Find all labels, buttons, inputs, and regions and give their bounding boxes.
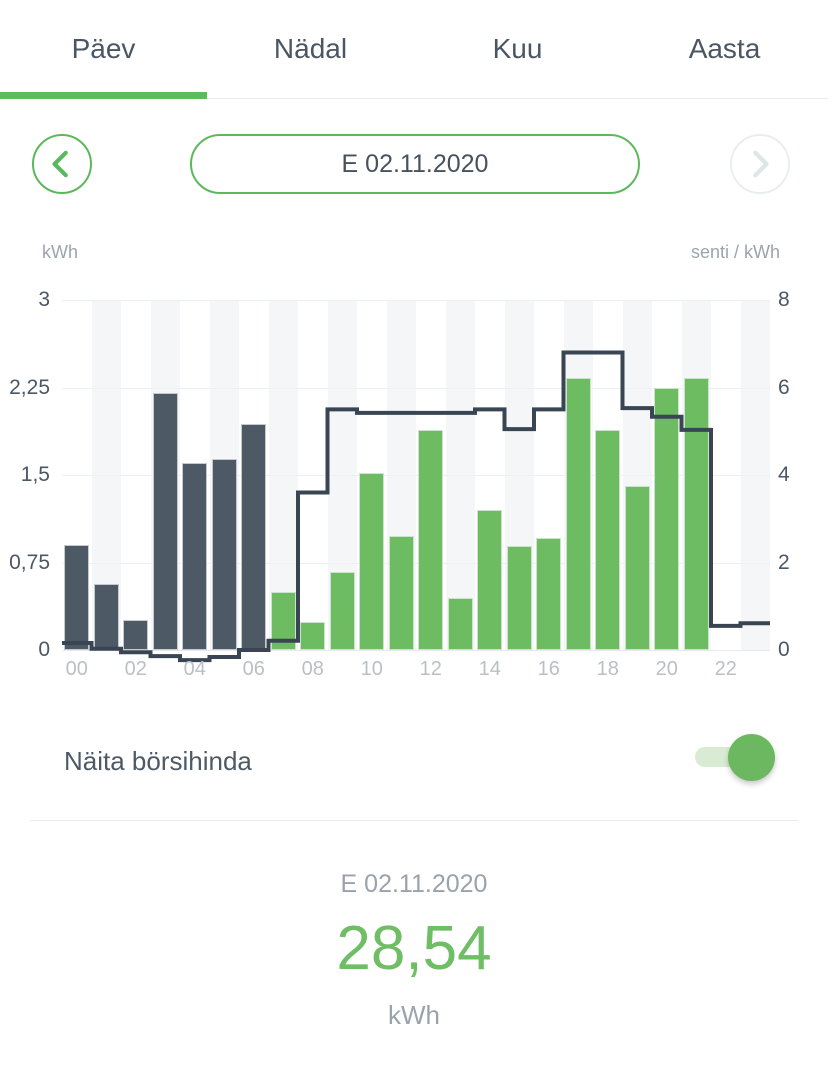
- x-axis-tick-label: 16: [537, 658, 560, 680]
- tab-kuu[interactable]: Kuu: [414, 0, 621, 98]
- period-tabs: Päev Nädal Kuu Aasta: [0, 0, 828, 99]
- consumption-bar-16[interactable]: [536, 538, 562, 650]
- tab-paev[interactable]: Päev: [0, 0, 207, 99]
- consumption-bar-14[interactable]: [477, 510, 503, 650]
- x-axis-tick-label: 06: [242, 658, 265, 680]
- right-axis-tick-label: 0: [778, 638, 790, 661]
- consumption-bar-15[interactable]: [506, 546, 532, 650]
- consumption-bar-05[interactable]: [211, 458, 237, 650]
- consumption-bar-02[interactable]: [123, 619, 149, 650]
- tab-aasta[interactable]: Aasta: [621, 0, 828, 98]
- tab-nadal-label: Nädal: [273, 33, 348, 64]
- chevron-right-icon: [753, 150, 769, 178]
- toggle-knob: [728, 734, 775, 781]
- selected-date-label: E 02.11.2020: [341, 149, 489, 178]
- x-axis-tick-label: 12: [419, 658, 442, 680]
- gridline: [62, 300, 770, 301]
- summary-unit: kWh: [388, 1000, 440, 1030]
- consumption-bar-18[interactable]: [595, 429, 621, 650]
- left-axis-tick-label: 3: [38, 288, 50, 311]
- section-divider: [30, 820, 798, 821]
- next-day-button[interactable]: [730, 134, 790, 194]
- chevron-left-icon: [52, 150, 68, 178]
- right-axis-tick-label: 2: [778, 550, 790, 574]
- consumption-bar-20[interactable]: [654, 387, 680, 650]
- x-axis-tick-label: 08: [301, 658, 324, 680]
- gridline: [62, 650, 770, 651]
- x-axis-tick-label: 22: [714, 658, 737, 680]
- consumption-bar-04[interactable]: [182, 463, 208, 650]
- previous-day-button[interactable]: [32, 134, 92, 194]
- left-axis-unit-label: kWh: [42, 242, 78, 262]
- x-axis-tick-label: 04: [183, 658, 206, 680]
- show-exchange-price-toggle[interactable]: [695, 731, 779, 784]
- consumption-bar-12[interactable]: [418, 429, 444, 650]
- left-axis-tick-label: 0: [38, 638, 50, 661]
- consumption-bar-21[interactable]: [683, 378, 709, 650]
- consumption-bar-07[interactable]: [270, 591, 296, 650]
- show-exchange-price-label: Näita börsihinda: [64, 746, 252, 776]
- tab-kuu-label: Kuu: [492, 33, 543, 64]
- tab-paev-label: Päev: [71, 33, 136, 64]
- consumption-bar-17[interactable]: [565, 378, 591, 650]
- consumption-bar-11[interactable]: [388, 535, 414, 650]
- x-axis-tick-label: 20: [655, 658, 678, 680]
- consumption-bar-03[interactable]: [152, 393, 178, 650]
- x-axis-tick-label: 10: [360, 658, 383, 680]
- left-axis-tick-label: 0,75: [9, 550, 50, 574]
- x-axis-tick-label: 18: [596, 658, 619, 680]
- consumption-bar-01[interactable]: [93, 583, 119, 650]
- right-axis-tick-label: 6: [778, 375, 790, 399]
- consumption-bar-10[interactable]: [359, 472, 385, 650]
- x-axis-tick-label: 02: [124, 658, 147, 680]
- date-selector-button[interactable]: E 02.11.2020: [190, 134, 640, 194]
- right-axis-unit-label: senti / kWh: [690, 242, 780, 262]
- consumption-bar-19[interactable]: [624, 485, 650, 650]
- left-axis-tick-label: 1,5: [20, 463, 50, 486]
- right-axis-tick-label: 4: [778, 463, 790, 486]
- tab-aasta-label: Aasta: [688, 33, 761, 64]
- consumption-bar-08[interactable]: [300, 622, 326, 650]
- x-axis-tick-label: 14: [478, 658, 501, 680]
- summary-total-value: 28,54: [336, 914, 492, 983]
- plot-area: [62, 300, 770, 663]
- x-axis-tick-label: 00: [65, 658, 88, 680]
- summary-date: E 02.11.2020: [340, 870, 488, 898]
- tab-nadal[interactable]: Nädal: [207, 0, 414, 98]
- consumption-bar-00[interactable]: [64, 545, 90, 650]
- active-tab-underline: [0, 92, 207, 99]
- consumption-bar-09[interactable]: [329, 571, 355, 650]
- left-axis-tick-label: 2,25: [9, 375, 50, 399]
- consumption-bar-06[interactable]: [241, 423, 267, 650]
- right-axis-tick-label: 8: [778, 288, 790, 311]
- consumption-bar-13[interactable]: [447, 597, 473, 650]
